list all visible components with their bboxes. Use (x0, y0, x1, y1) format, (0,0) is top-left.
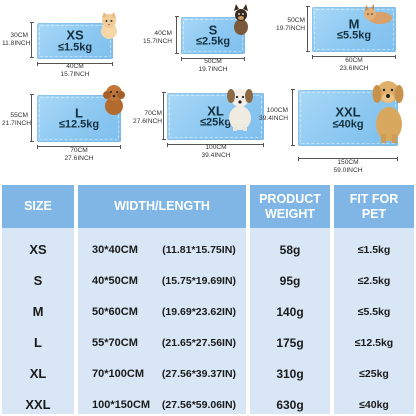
cell-inch: (21.65*27.56IN) (161, 336, 237, 349)
cell-cm: 100*150CM (92, 398, 151, 411)
small-dog-icon (234, 4, 248, 35)
retriever-icon (372, 81, 404, 143)
l-width-label: 70CM 27.6INCH (64, 147, 94, 162)
terrier-icon (227, 89, 253, 131)
cell-product-weight: 140g (276, 304, 304, 319)
header-separator (330, 185, 334, 228)
s-weight-label: ≤2.5kg (195, 35, 231, 48)
xxl-width-line (298, 156, 398, 161)
xxl-size-label: XXL (335, 104, 361, 120)
l-height-line (29, 94, 34, 142)
header-product-weight: PRODUCT WEIGHT (250, 185, 330, 228)
table-row: XXL 100*150CM (27.56*59.06IN) 630g ≤40kg (2, 389, 414, 416)
header-product-weight-line2: WEIGHT (265, 206, 315, 221)
cell-product-weight: 310g (276, 366, 304, 381)
cell-fit-for-pet: ≤40kg (359, 398, 389, 411)
m-width-label: 60CM 23.6INCH (339, 57, 369, 72)
l-width-line (37, 144, 121, 149)
s-mat: S ≤2.5kg (181, 17, 245, 54)
table-row: L 55*70CM (21.65*27.56IN) 175g ≤12.5kg (2, 327, 414, 358)
cell-fit-for-pet: ≤25kg (359, 367, 389, 380)
s-width-line (181, 56, 245, 61)
header-fit-for-pet: FIT FOR PET (334, 185, 414, 228)
header-width-length: WIDTH/LENGTH (114, 199, 210, 213)
cell-fit-for-pet: ≤12.5kg (354, 336, 394, 349)
xl-width-label: 100CM 39.4INCH (201, 144, 231, 159)
column-separator (330, 228, 334, 414)
cat-icon (364, 4, 392, 24)
cell-inch: (27.56*39.37IN) (161, 367, 237, 380)
cell-inch: (27.56*59.06IN) (161, 398, 237, 411)
header-fit-line2: PET (361, 206, 387, 221)
cell-product-weight: 175g (276, 335, 304, 350)
cell-inch: (11.81*15.75IN) (162, 243, 236, 256)
column-separator (74, 228, 78, 414)
m-width-line (312, 54, 396, 59)
table-row: S 40*50CM (15.75*19.69IN) 95g ≤2.5kg (2, 265, 414, 296)
xxl-height-line (290, 89, 295, 146)
table-row: XL 70*100CM (27.56*39.37IN) 310g ≤25kg (2, 358, 414, 389)
xs-size-label: XS (66, 27, 84, 43)
xl-weight-label: ≤25kg (199, 116, 232, 129)
cell-cm: 70*100CM (92, 367, 144, 380)
cell-inch: (15.75*19.69IN) (161, 274, 237, 287)
xs-height-label: 30CM 11.8INCH (2, 32, 31, 47)
column-separator (246, 228, 250, 414)
cell-cm: 55*70CM (92, 336, 138, 349)
cell-cm: 30*40CM (92, 243, 138, 256)
cell-size: XS (29, 242, 47, 257)
cell-cm: 50*60CM (92, 305, 138, 318)
cell-size: S (33, 273, 43, 288)
xl-size-label: XL (207, 102, 224, 118)
s-height-line (174, 16, 179, 54)
table-header (2, 185, 414, 228)
s-height-label: 40CM 15.7INCH (143, 30, 172, 45)
xs-width-line (37, 61, 113, 66)
s-width-label: 50CM 19.7INCH (198, 58, 228, 73)
cell-size: XXL (25, 397, 51, 412)
size-table: SIZE WIDTH/LENGTH PRODUCT WEIGHT FIT FOR… (2, 185, 414, 414)
cell-fit-for-pet: ≤1.5kg (357, 243, 391, 256)
m-height-line (305, 6, 310, 52)
m-weight-label: ≤5.5kg (336, 29, 372, 42)
s-size-label: S (208, 21, 218, 37)
header-size: SIZE (24, 199, 52, 213)
xxl-weight-label: ≤40kg (332, 118, 364, 131)
m-height-label: 50CM 19.7INCH (276, 17, 305, 32)
size-diagrams: 30CM 11.8INCH XS ≤1.5kg 40CM 15.7INCH 40CM… (0, 0, 416, 184)
header-separator (246, 185, 250, 228)
cell-size: L (34, 335, 42, 350)
header-separator (74, 185, 78, 228)
m-size-label: M (348, 15, 360, 31)
xl-width-line (167, 142, 264, 147)
cell-product-weight: 95g (279, 273, 301, 288)
cell-product-weight: 58g (279, 242, 301, 257)
xs-height-line (29, 22, 34, 58)
header-fit-line1: FIT FOR (349, 191, 399, 206)
table-row: M 50*60CM (19.69*23.62IN) 140g ≤5.5kg (2, 296, 414, 327)
header-product-weight-line1: PRODUCT (259, 191, 321, 206)
cell-size: XL (29, 366, 47, 381)
cell-product-weight: 630g (276, 397, 304, 412)
l-height-label: 55CM 21.7INCH (2, 112, 31, 127)
table-row: XS 30*40CM (11.81*15.75IN) 58g ≤1.5kg (2, 234, 414, 265)
cell-fit-for-pet: ≤5.5kg (357, 305, 391, 318)
cell-cm: 40*50CM (92, 274, 138, 287)
cell-inch: (19.69*23.62IN) (161, 305, 237, 318)
kitten-icon (101, 12, 117, 39)
xl-height-line (161, 92, 166, 140)
xxl-width-label: 150CM 59.0INCH (333, 159, 363, 174)
poodle-icon (103, 85, 125, 115)
xxl-height-label: 100CM 39.4INCH (259, 107, 288, 122)
xl-height-label: 70CM 27.6INCH (133, 110, 162, 125)
l-size-label: L (75, 104, 83, 120)
cell-fit-for-pet: ≤2.5kg (357, 274, 391, 287)
cell-size: M (32, 304, 44, 319)
l-weight-label: ≤12.5kg (58, 118, 100, 131)
xs-width-label: 40CM 15.7INCH (60, 63, 90, 78)
xs-weight-label: ≤1.5kg (57, 41, 93, 54)
xs-mat: XS ≤1.5kg (37, 23, 113, 59)
